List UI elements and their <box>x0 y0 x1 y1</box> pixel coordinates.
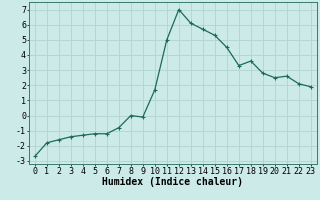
X-axis label: Humidex (Indice chaleur): Humidex (Indice chaleur) <box>102 177 243 187</box>
